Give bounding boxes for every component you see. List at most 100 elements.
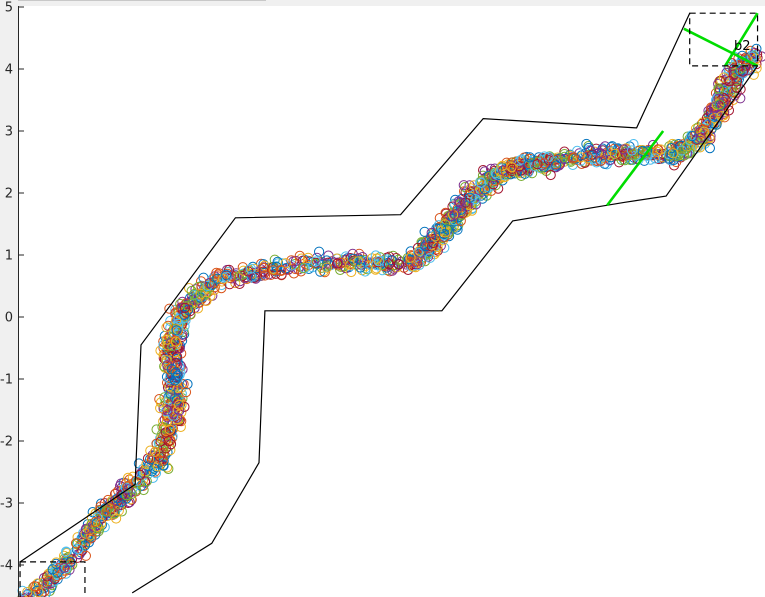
scatter-point (290, 255, 301, 267)
scatter-point (280, 258, 291, 269)
scatter-point (538, 158, 550, 169)
scatter-point (704, 143, 716, 154)
scatter-point (459, 186, 470, 197)
green-gate-upper (683, 27, 759, 68)
scatter-point (161, 410, 172, 421)
scatter-point (454, 197, 465, 208)
scatter-point (411, 256, 422, 267)
y-tick-label: -2 (0, 435, 13, 450)
scatter-point (433, 220, 444, 231)
scatter-point (666, 143, 677, 154)
scatter-point (458, 180, 469, 191)
scatter-point (353, 256, 364, 267)
start-box (19, 561, 86, 597)
scatter-point (90, 517, 101, 528)
scatter-point (347, 248, 358, 259)
y-tick-label: -1 (0, 373, 13, 388)
scatter-point (172, 370, 183, 381)
scatter-point (116, 490, 127, 501)
scatter-point (174, 399, 185, 410)
scatter-point (419, 226, 430, 237)
scatter-point (221, 269, 232, 280)
y-axis-ticks-layer: 5 4 3 2 1 0 -1 -2 -3 -4 (0, 1, 24, 574)
scatter-point (499, 171, 510, 183)
scatter-point (171, 325, 182, 336)
goal-box (689, 12, 759, 67)
scatter-point (735, 63, 746, 75)
scatter-point (424, 252, 436, 263)
scatter-point (384, 259, 395, 270)
scatter-point (202, 280, 213, 292)
scatter-point (595, 155, 607, 166)
scatter-point (709, 113, 720, 124)
scatter-point (164, 303, 175, 314)
scatter-point (17, 585, 28, 596)
y-tick-label: 2 (5, 187, 13, 202)
scatter-point (224, 264, 235, 275)
scatter-point (102, 505, 113, 516)
scatter-point (621, 146, 632, 157)
scatter-point (570, 153, 581, 164)
scatter-point (161, 416, 172, 428)
scatter-point (155, 397, 166, 408)
scatter-point (276, 265, 287, 276)
scatter-point (626, 145, 638, 156)
scatter-point (737, 66, 749, 77)
scatter-point (618, 144, 629, 155)
scatter-point (238, 265, 249, 276)
right-boundary (131, 65, 758, 594)
scatter-point (163, 320, 174, 331)
scatter-point (695, 132, 706, 143)
scatter-point (43, 575, 54, 587)
scatter-point (172, 412, 183, 423)
scatter-point (455, 215, 466, 226)
scatter-point (507, 163, 518, 174)
scatter-point (489, 163, 500, 174)
scatter-point (516, 154, 527, 165)
scatter-point (650, 153, 661, 164)
scatter-point (150, 446, 161, 457)
scatter-point (476, 177, 487, 188)
scatter-point (160, 443, 171, 454)
scatter-point (393, 259, 405, 270)
scatter-point (565, 155, 576, 166)
scatter-point (371, 253, 382, 264)
scatter-point (436, 223, 447, 234)
scatter-point (270, 268, 281, 279)
scatter-point (86, 532, 97, 543)
scatter-point (243, 266, 254, 277)
scatter-point (164, 424, 175, 435)
y-tick-label: 5 (5, 1, 13, 16)
scatter-point (488, 179, 499, 190)
scatter-point (80, 523, 92, 534)
scatter-point (180, 387, 192, 398)
scatter-point (349, 256, 360, 267)
scatter-point (155, 436, 166, 447)
scatter-point (332, 258, 343, 269)
scatter-point (640, 147, 651, 158)
scatter-point (694, 127, 705, 138)
left-boundary (19, 12, 691, 563)
scatter-point (606, 142, 617, 153)
scatter-point (470, 194, 481, 205)
scatter-point (453, 196, 464, 207)
scatter-point (335, 257, 346, 268)
scatter-point (713, 83, 724, 94)
y-tick-label: 4 (5, 63, 13, 78)
scatter-points-layer (16, 43, 765, 597)
scatter-point (166, 361, 178, 372)
scatter-point (268, 265, 279, 276)
scatter-point (161, 355, 172, 366)
scatter-point (236, 269, 247, 281)
scatter-point (718, 72, 729, 83)
scatter-point (614, 157, 625, 168)
scatter-point (464, 192, 475, 203)
scatter-point (177, 296, 188, 307)
scatter-point (74, 549, 85, 560)
scatter-point (174, 308, 185, 319)
scatter-point (179, 401, 190, 412)
scatter-point (527, 158, 539, 169)
scatter-point (449, 209, 460, 220)
scatter-point (373, 256, 384, 267)
scatter-point (552, 157, 564, 168)
